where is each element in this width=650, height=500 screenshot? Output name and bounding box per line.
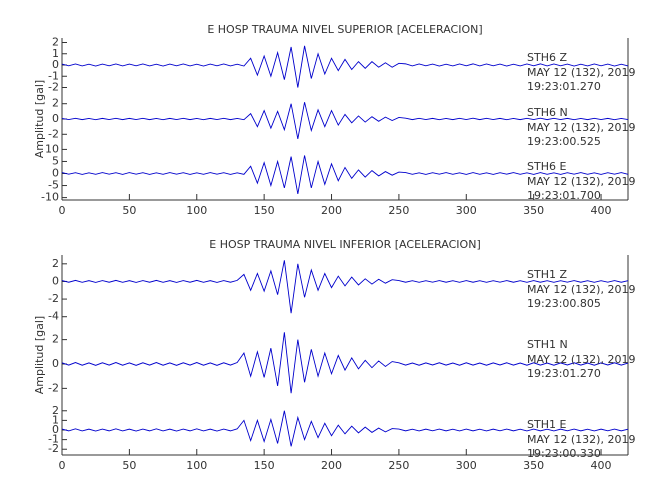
y-tick-label: -2 [48,127,59,140]
x-tick-label: 150 [254,204,275,217]
date-label: MAY 12 (132), 2019 [527,283,635,296]
y-tick-label: 2 [52,333,59,346]
y-tick-label: 2 [52,36,59,49]
station-label: STH6 E [527,160,566,173]
date-label: MAY 12 (132), 2019 [527,121,635,134]
x-tick-label: 350 [523,204,544,217]
waveform [61,332,629,394]
x-tick-label: 400 [591,204,612,217]
y-tick-label: 5 [52,154,59,167]
time-label: 19:23:00.330 [527,447,601,460]
y-tick-label: 0 [52,357,59,370]
waveform [61,410,629,447]
x-tick-label: 400 [591,459,612,472]
x-tick-label: 150 [254,459,275,472]
y-tick-label: 2 [52,257,59,270]
x-tick-label: 50 [122,459,136,472]
date-label: MAY 12 (132), 2019 [527,433,635,446]
y-tick-label: -2 [48,81,59,94]
y-tick-label: 2 [52,404,59,417]
x-tick-label: 100 [186,204,207,217]
x-tick-label: 300 [456,204,477,217]
y-tick-label: 2 [52,97,59,110]
station-label: STH6 N [527,106,568,119]
y-tick-label: -2 [48,381,59,394]
x-tick-label: 300 [456,459,477,472]
y-tick-label: 1 [52,413,59,426]
time-label: 19:23:01.700 [527,189,601,202]
waveform [61,155,629,195]
y-tick-label: -10 [41,191,59,204]
time-label: 19:23:00.805 [527,297,601,310]
chart-title: E HOSP TRAUMA NIVEL INFERIOR [ACELERACIO… [209,238,480,251]
x-tick-label: 0 [59,204,66,217]
x-tick-label: 50 [122,204,136,217]
y-tick-label: 10 [45,142,59,155]
y-tick-label: 0 [52,423,59,436]
date-label: MAY 12 (132), 2019 [527,175,635,188]
y-axis-label: Amplitud [gal] [33,316,46,394]
x-tick-label: 200 [321,459,342,472]
x-tick-label: 250 [388,204,409,217]
y-tick-label: -1 [48,433,59,446]
y-tick-label: 0 [52,167,59,180]
waveform [61,45,629,88]
time-label: 19:23:01.270 [527,80,601,93]
y-tick-label: -4 [48,310,59,323]
time-label: 19:23:00.525 [527,135,601,148]
x-tick-label: 350 [523,459,544,472]
chart-title: E HOSP TRAUMA NIVEL SUPERIOR [ACELERACIO… [207,23,482,36]
x-tick-label: 200 [321,204,342,217]
y-axis-label: Amplitud [gal] [33,80,46,158]
date-label: MAY 12 (132), 2019 [527,353,635,366]
y-tick-label: -1 [48,69,59,82]
y-tick-label: 0 [52,58,59,71]
time-label: 19:23:01.270 [527,367,601,380]
y-tick-label: 0 [52,112,59,125]
x-tick-label: 0 [59,459,66,472]
x-tick-label: 100 [186,459,207,472]
station-label: STH1 Z [527,268,567,281]
waveform [61,260,629,314]
y-tick-label: -2 [48,292,59,305]
station-label: STH1 E [527,418,566,431]
waveform [61,102,629,139]
y-tick-label: -2 [48,442,59,455]
station-label: STH6 Z [527,51,567,64]
station-label: STH1 N [527,338,568,351]
date-label: MAY 12 (132), 2019 [527,66,635,79]
y-tick-label: 1 [52,47,59,60]
x-tick-label: 250 [388,459,409,472]
y-tick-label: -5 [48,179,59,192]
y-tick-label: 0 [52,274,59,287]
